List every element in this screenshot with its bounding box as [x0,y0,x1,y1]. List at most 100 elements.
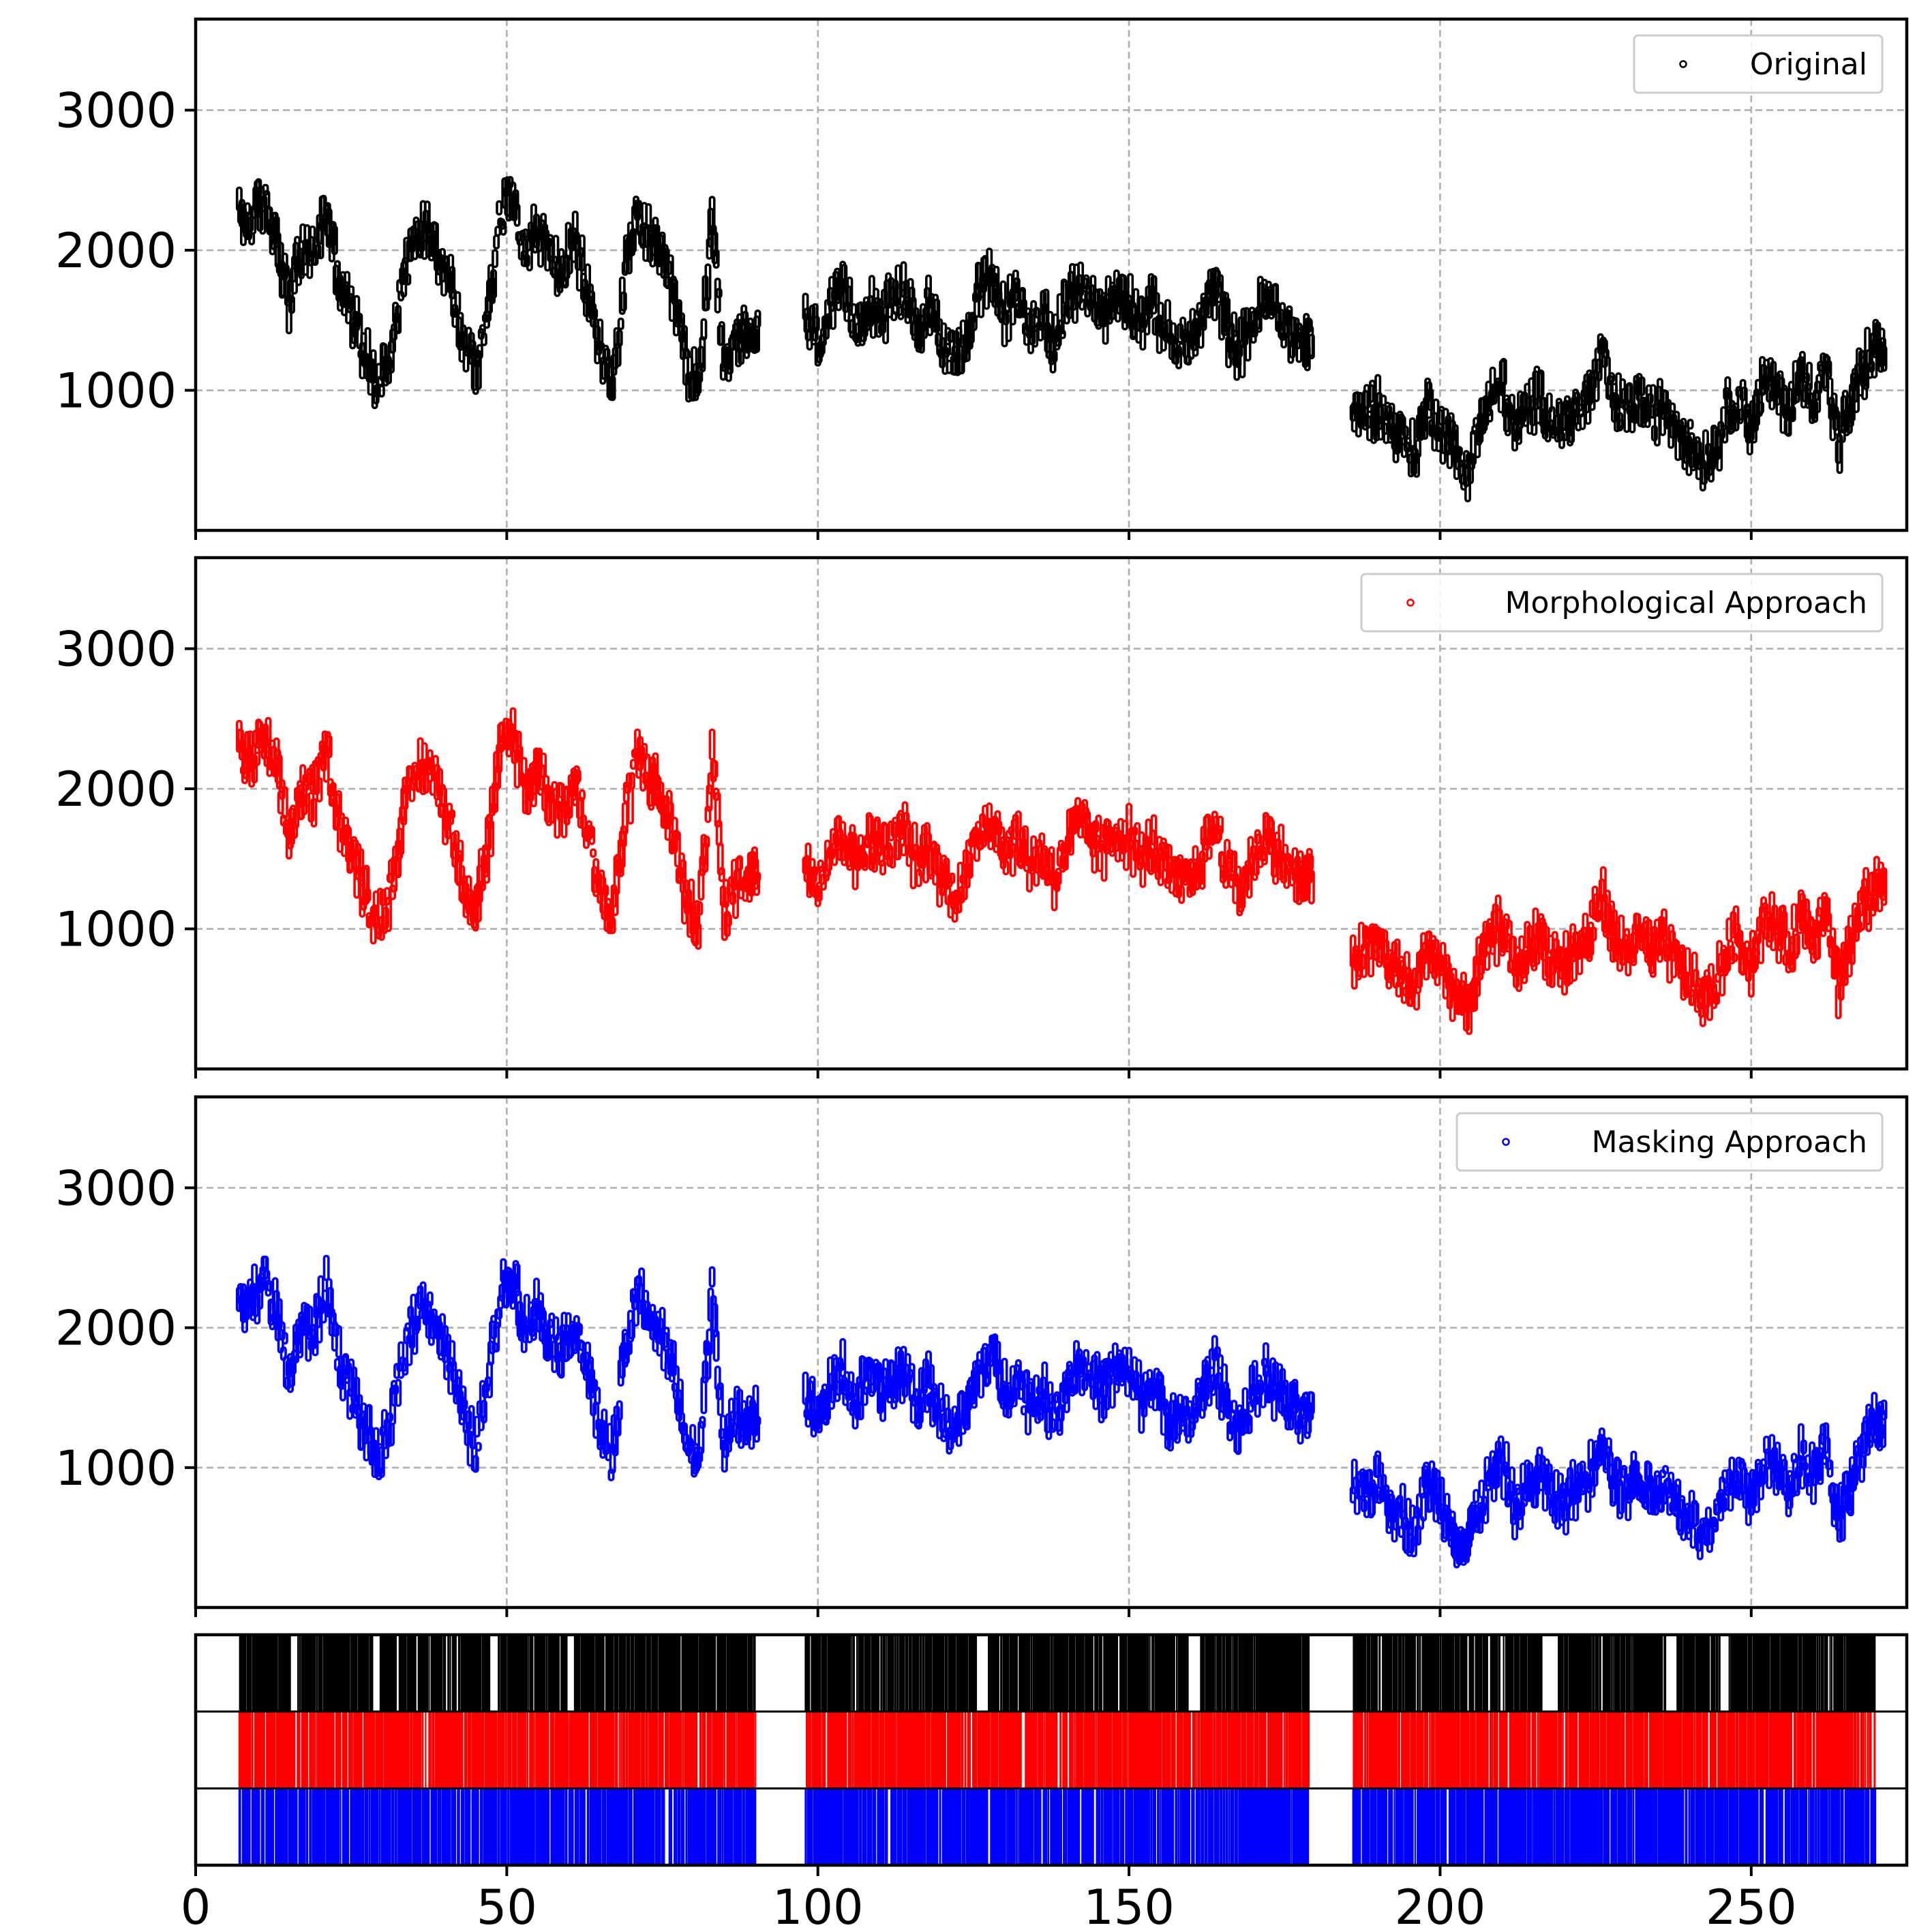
data-point [281,1331,288,1345]
series-original-points [235,176,1888,502]
panel-morphological: 1000 2000 3000 Morphological Approach [55,556,1909,1078]
data-point [480,1400,487,1424]
data-point [1014,810,1022,836]
data-point [395,1378,402,1407]
data-point [1702,429,1709,466]
data-point [695,922,702,950]
data-point [1231,850,1238,873]
data-point [1880,867,1888,906]
data-point [363,864,370,905]
data-point [811,866,819,876]
data-point [573,765,580,785]
data-point [1661,908,1668,942]
y-tick-label: 3000 [55,83,177,139]
data-point [457,839,464,863]
data-point [703,835,710,849]
data-point [1205,845,1213,860]
data-point [414,1316,421,1332]
data-point [1127,273,1134,303]
data-point [500,220,507,236]
data-point [628,772,635,790]
data-point [1002,860,1010,876]
data-point [325,734,333,759]
data-point [665,789,673,826]
panel-masking: 1000 2000 3000 Masking Approach [55,1095,1909,1617]
data-point [384,1421,392,1448]
data-point [1590,926,1597,941]
data-point [618,276,626,315]
data-point [714,277,721,314]
data-point [879,859,887,876]
data-point [513,203,521,227]
data-point [1710,982,1718,1010]
series-masking-points [235,1254,1888,1569]
data-point [813,315,820,332]
data-point [715,288,723,299]
data-point [1059,329,1066,339]
data-point [1005,310,1012,342]
data-point [809,858,816,897]
data-point [1286,305,1293,324]
data-point [1307,854,1314,871]
data-point [588,825,596,845]
data-point [723,910,731,937]
data-point [1792,929,1799,960]
series-morphological-points [235,707,1888,1036]
data-point [1825,359,1832,379]
data-point [1486,408,1494,423]
legend-masking: Masking Approach [1455,1112,1884,1172]
data-point [459,1385,467,1421]
data-point [609,917,616,935]
data-point [602,884,609,897]
data-point [830,300,837,330]
data-point [1494,894,1502,931]
data-point [1880,345,1888,372]
data-point [578,234,586,272]
data-point [1216,815,1224,835]
data-point [1247,836,1254,875]
data-point [371,376,378,410]
data-point [674,830,681,868]
data-point [609,375,616,402]
y-tick-label: 2000 [55,1301,177,1357]
data-point [1178,885,1186,904]
data-point [378,384,385,398]
data-point [1402,425,1409,438]
data-point [1150,275,1158,315]
plot-frame [194,17,1909,532]
data-point [395,305,402,335]
legend-label: Morphological Approach [1505,586,1867,620]
legend-label: Masking Approach [1592,1125,1867,1160]
data-point [1380,394,1387,407]
data-point [861,853,869,871]
data-point [1687,419,1694,430]
data-point [573,1315,580,1345]
data-point [346,836,354,874]
data-point [1721,424,1729,444]
data-point [1825,912,1832,933]
data-point [1608,372,1615,383]
data-point [348,285,355,310]
data-point [1500,357,1507,387]
y-tick-label: 2000 [55,761,177,817]
data-point [1806,361,1813,391]
data-point [574,769,582,783]
data-point [312,1334,319,1357]
data-point [1638,376,1646,397]
data-point [1595,358,1603,382]
data-point [335,1325,342,1359]
data-point [254,751,261,766]
data-point [404,273,412,286]
data-point [1713,991,1721,1006]
data-point [516,745,524,764]
data-point [754,871,761,882]
data-point [711,759,719,779]
data-point [1244,336,1252,362]
data-point [616,329,623,347]
data-point [472,1455,479,1473]
data-point [1425,381,1433,419]
data-point [575,1323,583,1336]
data-point [966,851,973,879]
data-point [1564,947,1571,987]
